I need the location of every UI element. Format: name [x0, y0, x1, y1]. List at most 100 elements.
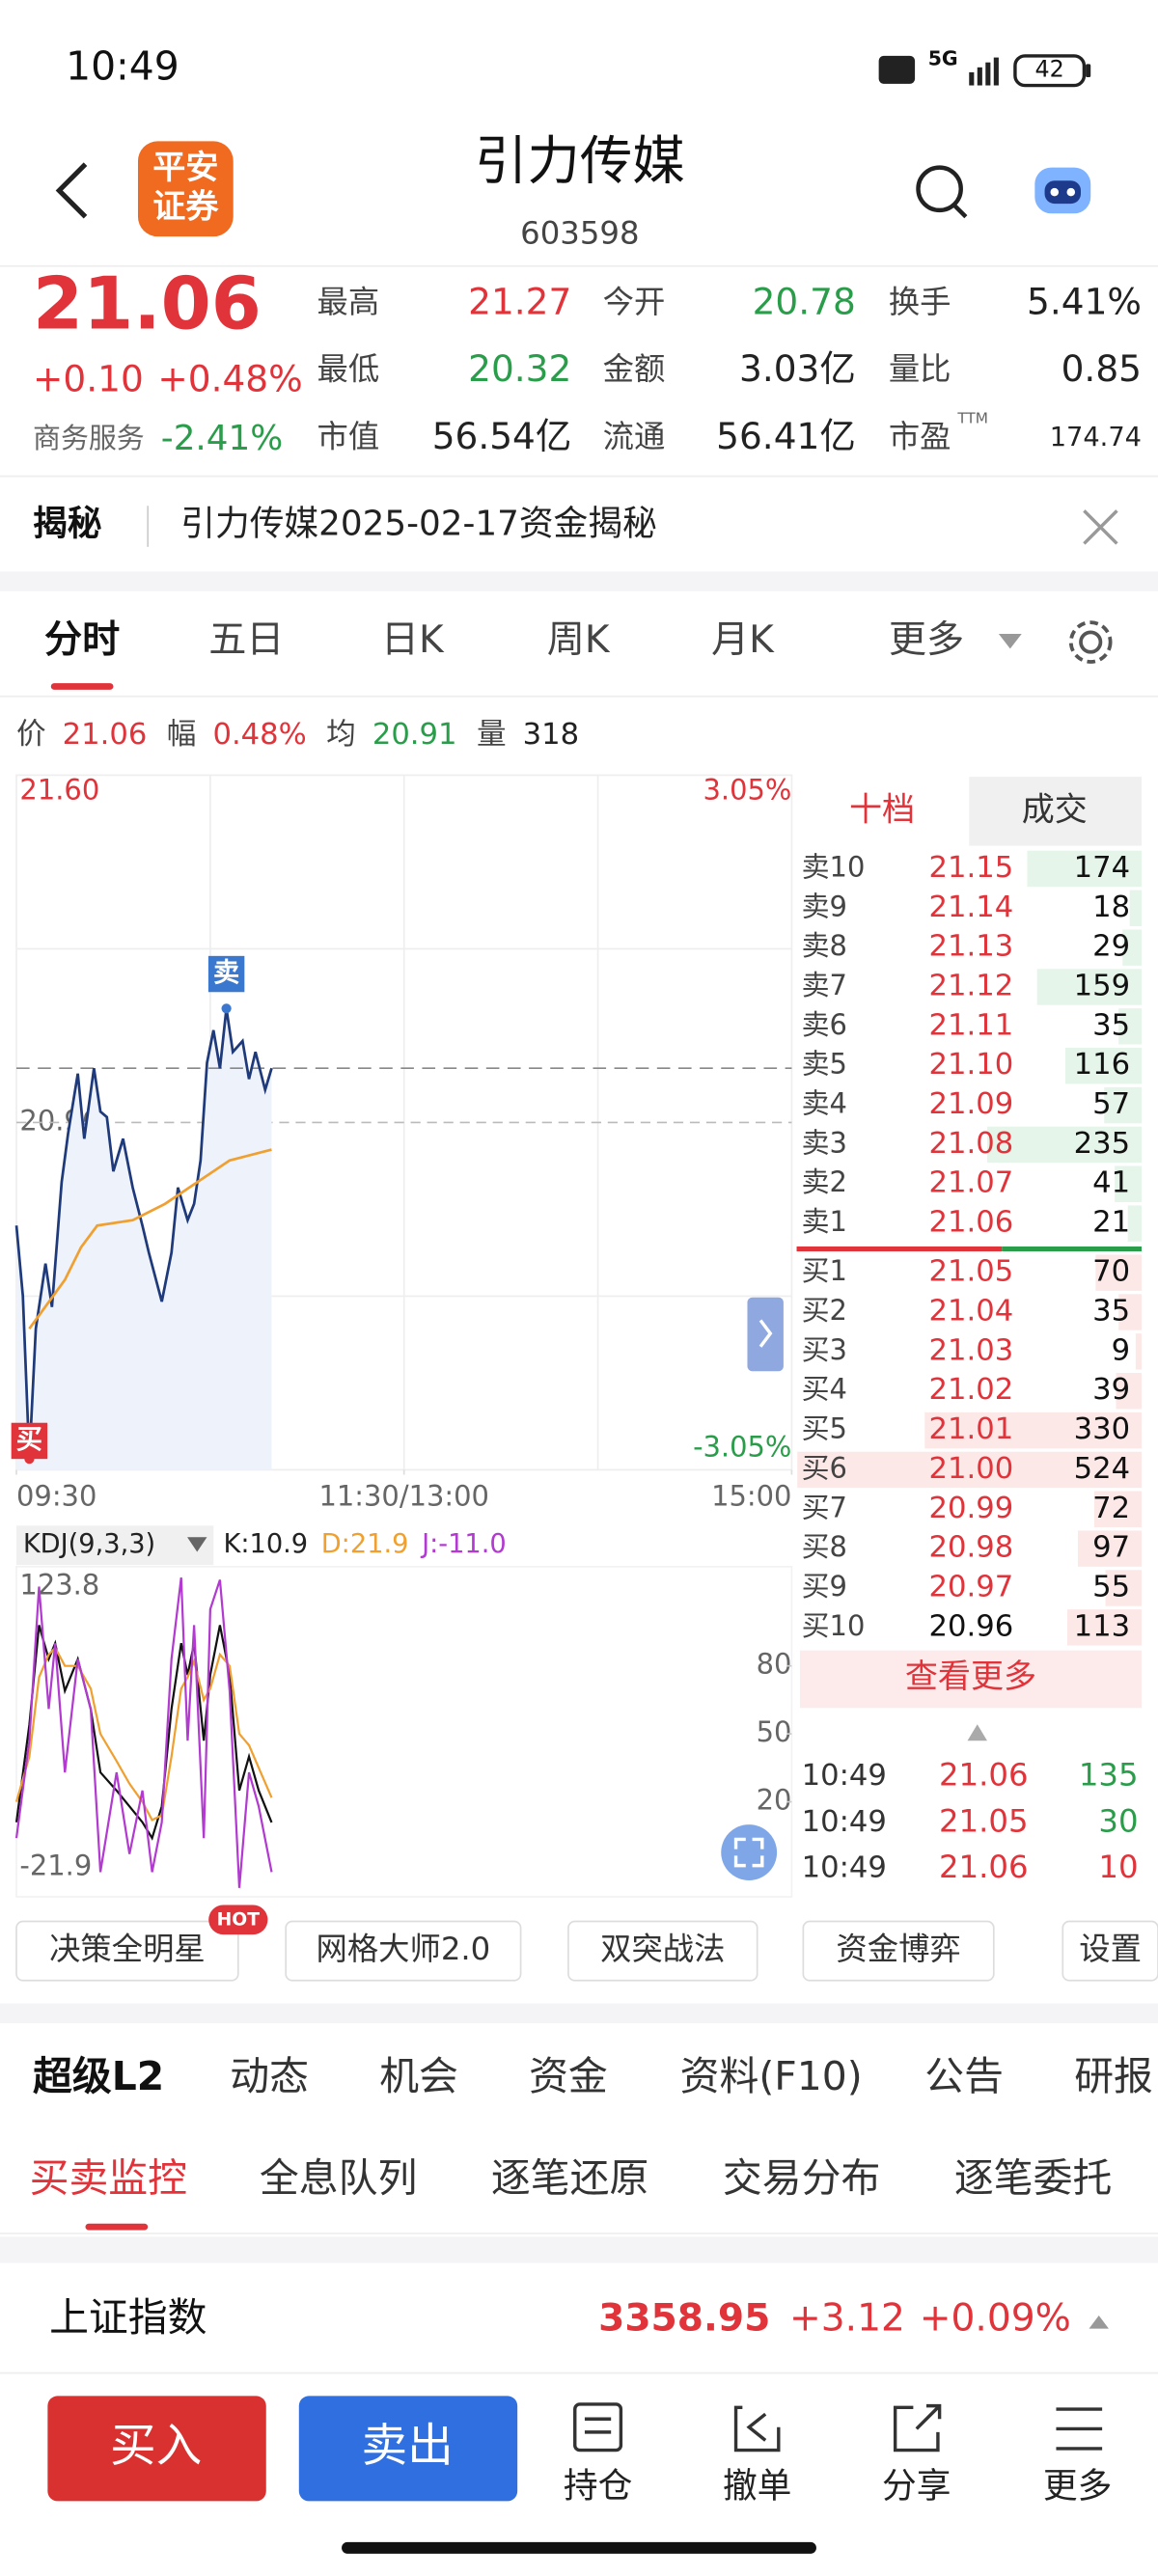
- y-tick-label: 80: [757, 1648, 792, 1681]
- sub-tab[interactable]: 逐笔还原: [491, 2154, 648, 2201]
- status-time: 10:49: [66, 43, 179, 90]
- spread-divider: [1002, 1246, 1142, 1252]
- trade-marker-dot: [221, 1003, 232, 1014]
- broker-logo: [137, 141, 234, 237]
- period-tab[interactable]: 更多: [889, 618, 964, 662]
- info-label: 量: [477, 718, 507, 752]
- stat-label: 流通: [603, 418, 666, 454]
- tool-button[interactable]: [1062, 1920, 1158, 1982]
- index-change-pct: +0.09%: [920, 2297, 1071, 2341]
- indicator-title: KDJ(9,3,3): [23, 1529, 155, 1559]
- book-level: 卖9: [802, 890, 847, 922]
- sell-button[interactable]: [298, 2396, 518, 2502]
- book-level: 卖6: [802, 1008, 847, 1041]
- stock-code: 603598: [520, 214, 639, 251]
- sub-tab[interactable]: 交易分布: [723, 2154, 880, 2201]
- book-price: 20.97: [929, 1570, 1014, 1603]
- sub-tab[interactable]: 全息队列: [260, 2154, 417, 2201]
- info-tab[interactable]: 研报: [1074, 2053, 1153, 2099]
- back-button[interactable]: [55, 162, 88, 219]
- info-tab[interactable]: 资金: [529, 2053, 608, 2099]
- tool-label[interactable]: 双突战法: [600, 1931, 725, 1967]
- info-value: 20.91: [372, 718, 457, 752]
- tool-label[interactable]: 设置: [1079, 1931, 1142, 1967]
- period-tab[interactable]: 周K: [547, 618, 611, 662]
- book-volume: 72: [1092, 1492, 1130, 1525]
- tool-button[interactable]: [285, 1920, 522, 1982]
- info-tab[interactable]: 机会: [379, 2053, 458, 2099]
- sub-tab[interactable]: 逐笔委托: [954, 2154, 1112, 2201]
- assistant-button[interactable]: [1034, 167, 1091, 214]
- book-volume: 524: [1074, 1452, 1130, 1486]
- info-tab[interactable]: 动态: [230, 2053, 309, 2099]
- period-tab[interactable]: 分时: [44, 618, 120, 662]
- trade-volume: 10: [1098, 1849, 1138, 1885]
- buy-label[interactable]: 买入: [110, 2420, 202, 2473]
- fullscreen-button[interactable]: [721, 1824, 778, 1880]
- period-tab-underline: [50, 683, 114, 690]
- book-price: 21.12: [929, 970, 1014, 1003]
- indicator-select[interactable]: [16, 1525, 214, 1566]
- volume-bar: [1122, 929, 1142, 966]
- y-limit-label: -21.9: [19, 1849, 92, 1881]
- book-price: 21.09: [929, 1087, 1014, 1121]
- stat-label-sup: TTM: [956, 410, 988, 427]
- info-tab[interactable]: 公告: [924, 2053, 1004, 2099]
- toolbar-label[interactable]: 撤单: [723, 2467, 791, 2507]
- battery-level: 42: [1035, 56, 1064, 83]
- y-limit-label: 123.8: [19, 1568, 99, 1601]
- banner-text[interactable]: 引力传媒2025-02-17资金揭秘: [180, 505, 657, 544]
- search-button[interactable]: [916, 165, 968, 219]
- y-tick-label: 20: [757, 1784, 792, 1817]
- hot-badge: [208, 1905, 268, 1935]
- expand-panel-button[interactable]: [747, 1297, 784, 1372]
- buy-button[interactable]: [47, 2396, 266, 2502]
- trade-marker: [207, 955, 245, 993]
- volume-bar: [1093, 1491, 1142, 1527]
- volume-bar: [1129, 890, 1142, 927]
- stat-value: 20.78: [753, 280, 856, 322]
- more-button-bg[interactable]: [799, 1650, 1142, 1709]
- book-volume: 174: [1074, 851, 1130, 885]
- price-area: [16, 1008, 272, 1470]
- period-tab[interactable]: 五日: [208, 618, 284, 662]
- book-price: 20.98: [929, 1531, 1014, 1565]
- indicator-triangle: [187, 1537, 207, 1552]
- y-tick-label: 21.60: [19, 773, 99, 806]
- sell-label[interactable]: 卖出: [361, 2420, 453, 2473]
- tool-button[interactable]: [567, 1920, 758, 1982]
- period-tab[interactable]: 日K: [381, 618, 445, 662]
- tool-button[interactable]: [802, 1920, 995, 1982]
- book-price: 20.99: [929, 1492, 1014, 1525]
- book-volume: 39: [1092, 1373, 1130, 1407]
- tool-label[interactable]: 网格大师2.0: [317, 1931, 491, 1967]
- stat-label: 量比: [889, 351, 951, 388]
- tool-label[interactable]: 资金博弈: [836, 1931, 960, 1967]
- volume-bar: [1065, 1047, 1142, 1084]
- book-price: 20.96: [929, 1609, 1014, 1643]
- tool-label[interactable]: 决策全明星: [49, 1931, 206, 1967]
- info-tab[interactable]: 资料(F10): [680, 2053, 863, 2099]
- kdj-frame: [15, 1566, 793, 1898]
- info-tab[interactable]: 超级L2: [33, 2053, 164, 2099]
- book-volume: 29: [1092, 930, 1130, 964]
- period-tab[interactable]: 月K: [711, 618, 775, 662]
- book-price: 21.03: [929, 1333, 1014, 1367]
- book-price: 21.00: [929, 1452, 1014, 1486]
- toolbar-label[interactable]: 分享: [882, 2467, 951, 2507]
- book-price: 21.05: [929, 1255, 1014, 1289]
- stat-value: 56.41亿: [716, 415, 856, 457]
- close-banner[interactable]: [1083, 509, 1118, 545]
- legend-entry: J:-11.0: [420, 1529, 507, 1559]
- book-tab[interactable]: 十档: [849, 790, 915, 829]
- sub-tab[interactable]: 买卖监控: [30, 2154, 187, 2201]
- toolbar-label[interactable]: 持仓: [564, 2467, 632, 2507]
- book-volume: 159: [1074, 970, 1130, 1003]
- book-tab[interactable]: 成交: [1022, 790, 1088, 829]
- toolbar-label[interactable]: 更多: [1043, 2467, 1112, 2507]
- tool-button[interactable]: [15, 1920, 239, 1982]
- fullscreen-icon: [733, 1837, 764, 1868]
- settings-button[interactable]: [1068, 620, 1113, 664]
- more-button[interactable]: 查看更多: [905, 1658, 1036, 1696]
